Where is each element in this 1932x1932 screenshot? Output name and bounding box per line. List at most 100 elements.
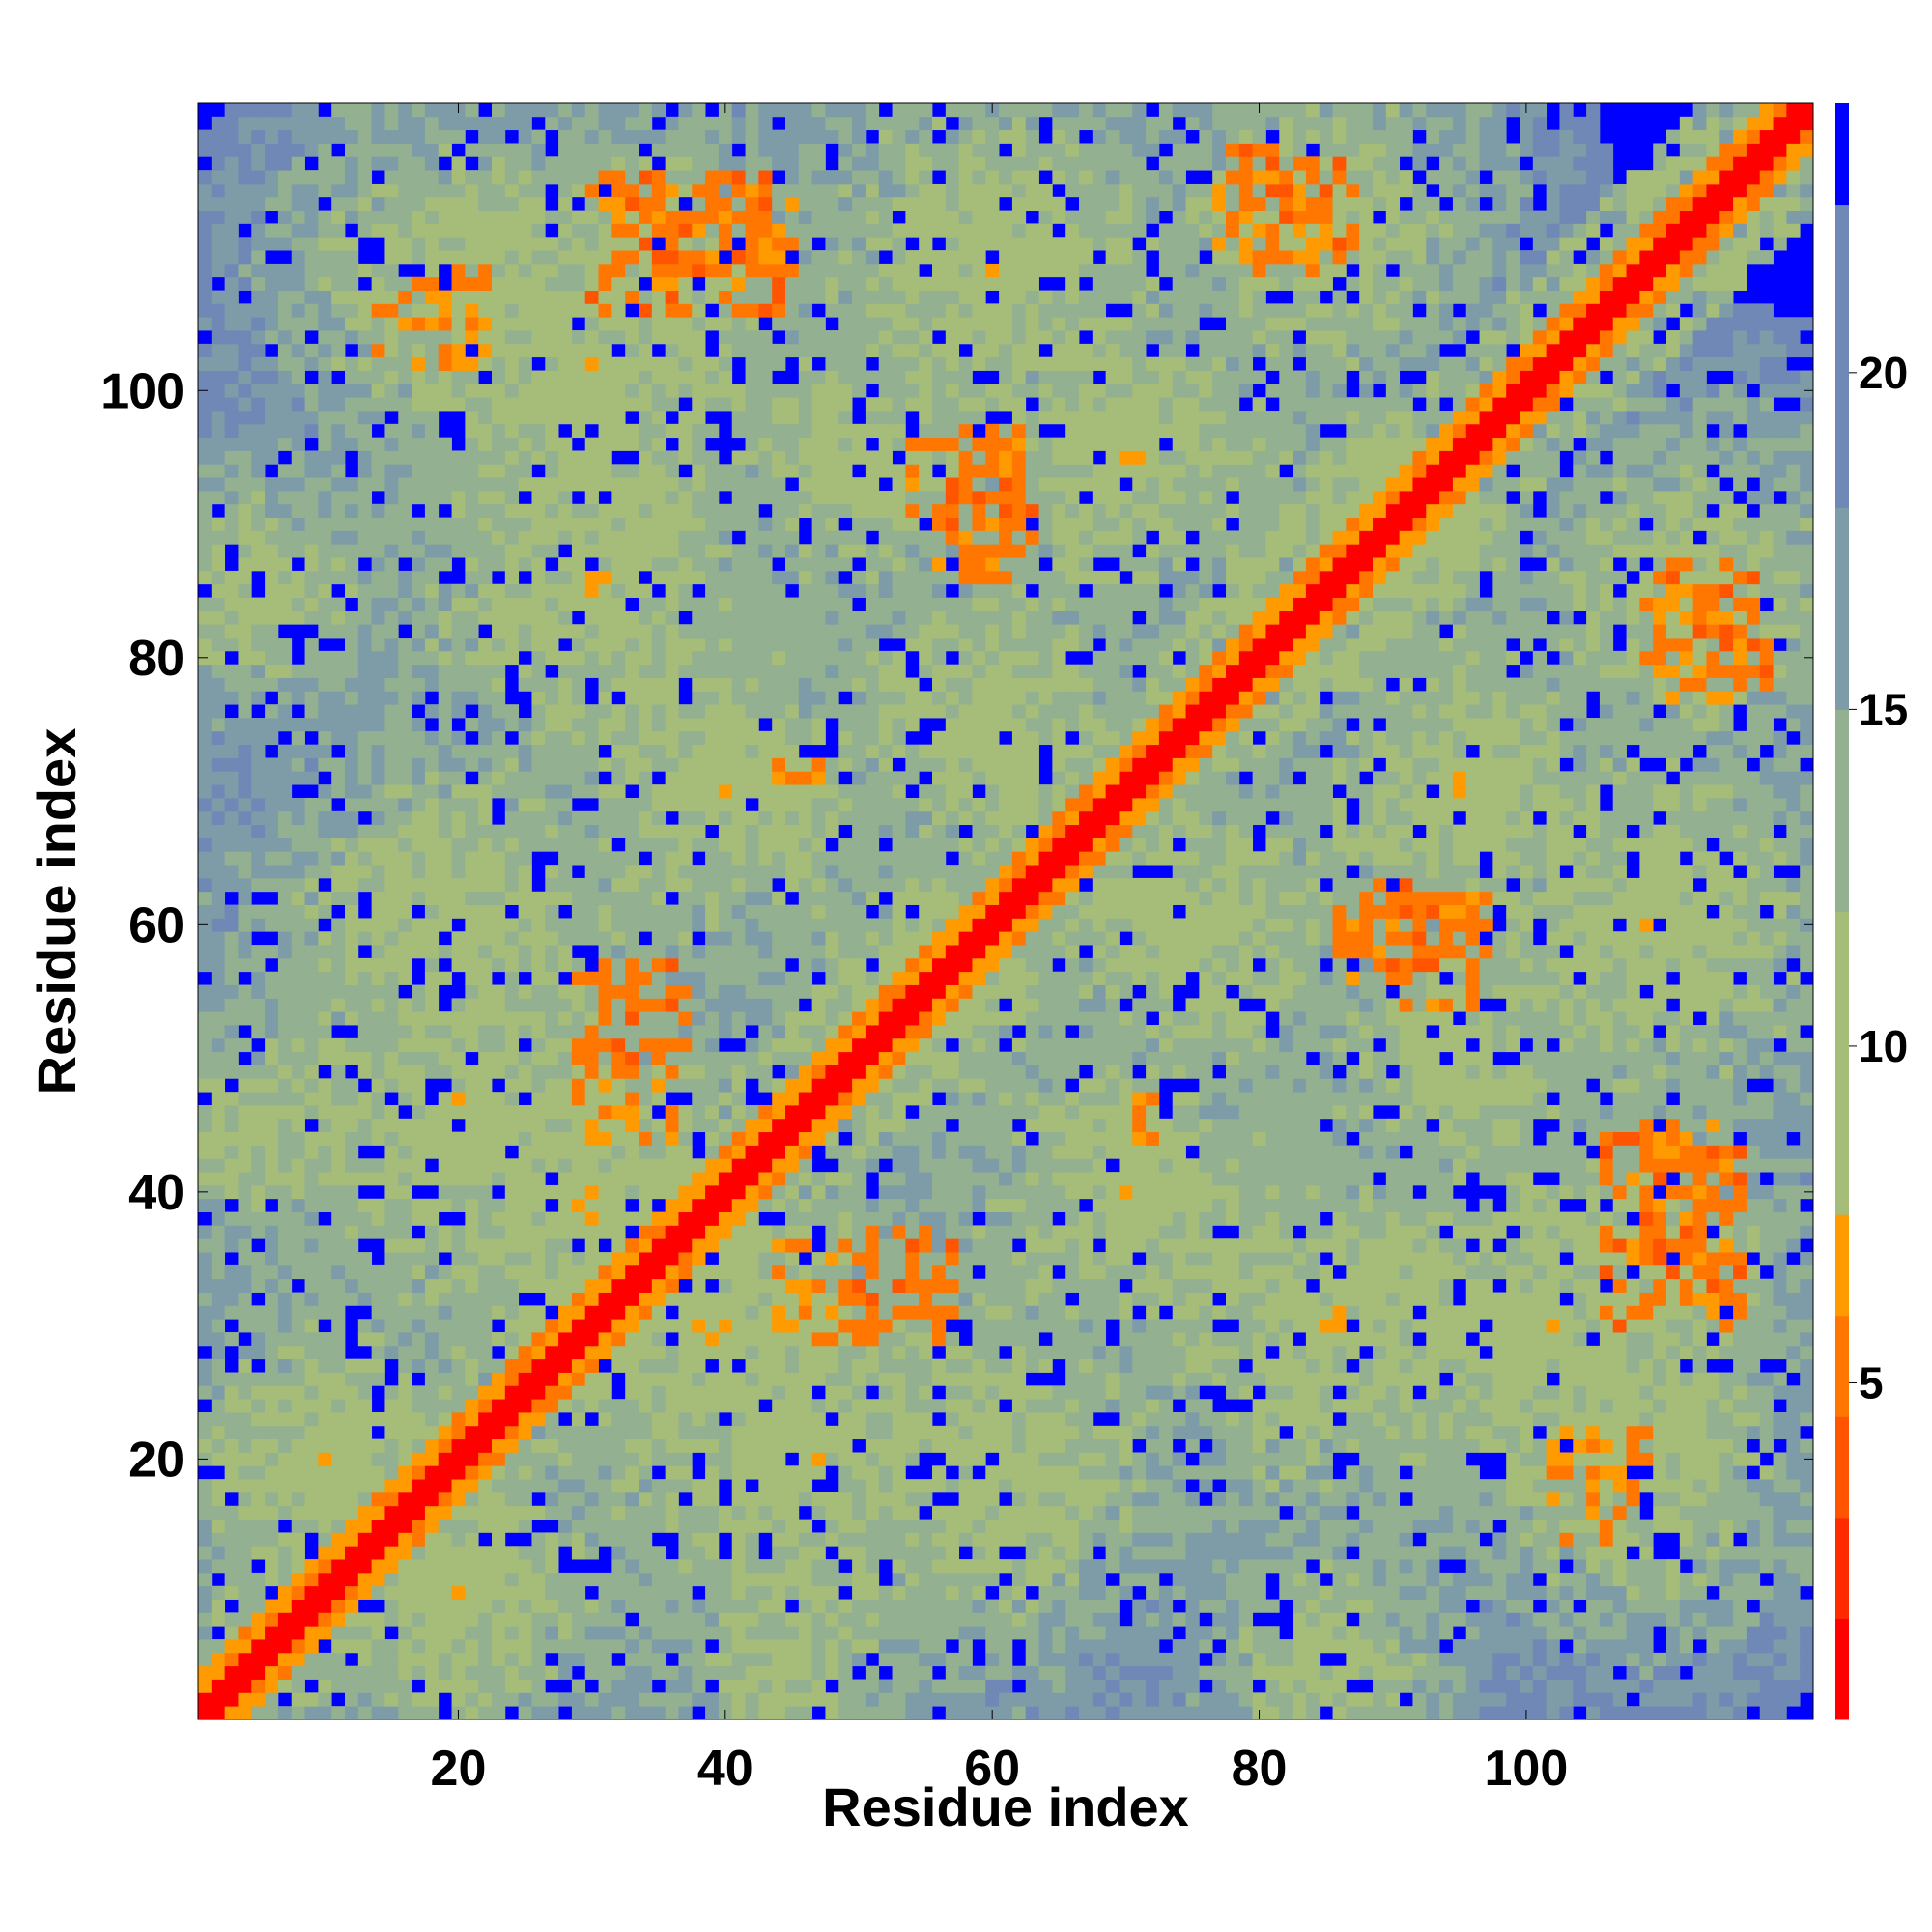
heatmap-cell <box>772 1145 786 1159</box>
heatmap-cell <box>584 638 599 652</box>
heatmap-cell <box>492 771 506 785</box>
heatmap-cell <box>625 384 639 398</box>
heatmap-cell <box>678 851 693 866</box>
heatmap-cell <box>357 1278 373 1293</box>
heatmap-cell <box>492 650 506 666</box>
heatmap-cell <box>692 838 706 852</box>
heatmap-cell <box>291 223 305 238</box>
heatmap-cell <box>304 838 319 852</box>
heatmap-cell <box>718 784 733 799</box>
heatmap-cell <box>211 784 226 799</box>
heatmap-cell <box>224 771 239 785</box>
heatmap-cell <box>318 597 332 611</box>
heatmap-cell <box>331 1505 346 1520</box>
heatmap-cell <box>357 1626 373 1640</box>
heatmap-cell <box>678 1037 693 1053</box>
heatmap-cell <box>371 1438 385 1453</box>
heatmap-cell <box>639 784 653 799</box>
heatmap-cell <box>424 223 440 238</box>
heatmap-cell <box>211 1011 226 1026</box>
heatmap-cell <box>598 437 612 451</box>
heatmap-cell <box>772 1599 786 1613</box>
heatmap-cell <box>198 1172 213 1186</box>
heatmap-cell <box>331 1372 346 1386</box>
heatmap-cell <box>558 877 573 893</box>
heatmap-cell <box>678 330 693 345</box>
heatmap-cell <box>571 1184 586 1200</box>
heatmap-cell <box>639 103 653 118</box>
heatmap-cell <box>584 1278 599 1293</box>
heatmap-cell <box>692 1639 706 1654</box>
heatmap-cell <box>571 1305 586 1320</box>
heatmap-cell <box>384 1145 399 1159</box>
heatmap-cell <box>705 744 720 758</box>
heatmap-cell <box>211 1198 226 1212</box>
heatmap-cell <box>424 704 440 719</box>
heatmap-cell <box>478 1078 493 1093</box>
heatmap-cell <box>357 624 373 639</box>
heatmap-cell <box>251 1385 266 1400</box>
heatmap-cell <box>398 664 412 678</box>
heatmap-cell <box>371 183 385 198</box>
heatmap-cell <box>731 1692 746 1707</box>
heatmap-cell <box>424 423 440 439</box>
heatmap-cell <box>438 1652 452 1667</box>
heatmap-cell <box>465 1505 479 1520</box>
heatmap-cell <box>558 1051 573 1065</box>
heatmap-cell <box>371 1158 385 1173</box>
heatmap-cell <box>465 503 479 519</box>
heatmap-cell <box>451 998 466 1012</box>
heatmap-cell <box>558 356 573 371</box>
heatmap-cell <box>291 1572 305 1587</box>
heatmap-cell <box>265 1479 279 1493</box>
heatmap-cell <box>478 570 493 585</box>
heatmap-cell <box>304 1145 319 1159</box>
heatmap-cell <box>625 1519 639 1533</box>
heatmap-cell <box>384 1184 399 1200</box>
heatmap-cell <box>318 276 332 291</box>
heatmap-cell <box>718 1065 733 1079</box>
heatmap-cell <box>504 838 520 852</box>
heatmap-cell <box>318 957 332 973</box>
heatmap-cell <box>238 570 252 585</box>
heatmap-cell <box>625 583 639 598</box>
heatmap-cell <box>504 1679 520 1693</box>
heatmap-cell <box>531 143 546 157</box>
heatmap-cell <box>584 1092 599 1106</box>
heatmap-cell <box>251 517 266 531</box>
heatmap-cell <box>357 1131 373 1146</box>
heatmap-cell <box>785 998 800 1012</box>
heatmap-cell <box>438 1131 452 1146</box>
heatmap-cell <box>424 1011 440 1026</box>
heatmap-cell <box>238 1278 252 1293</box>
heatmap-cell <box>639 1238 653 1253</box>
heatmap-cell <box>492 891 506 905</box>
heatmap-cell <box>611 397 626 412</box>
heatmap-cell <box>438 1278 452 1293</box>
heatmap-cell <box>384 957 399 973</box>
heatmap-cell <box>758 704 773 719</box>
heatmap-cell <box>424 1385 440 1400</box>
heatmap-cell <box>571 1172 586 1186</box>
heatmap-cell <box>492 1238 506 1253</box>
heatmap-cell <box>318 1399 332 1413</box>
heatmap-cell <box>198 1065 213 1079</box>
heatmap-cell <box>665 1452 679 1466</box>
heatmap-cell <box>318 704 332 719</box>
heatmap-cell <box>492 1252 506 1266</box>
heatmap-cell <box>705 503 720 519</box>
heatmap-cell <box>678 490 693 505</box>
heatmap-cell <box>518 170 532 185</box>
heatmap-cell <box>665 1572 679 1587</box>
heatmap-cell <box>345 1519 359 1533</box>
heatmap-cell <box>772 583 786 598</box>
heatmap-cell <box>639 1665 653 1680</box>
heatmap-cell <box>625 250 639 265</box>
heatmap-cell <box>705 544 720 558</box>
heatmap-cell <box>611 1172 626 1186</box>
heatmap-cell <box>318 1385 332 1400</box>
heatmap-cell <box>492 1118 506 1133</box>
heatmap-cell <box>277 1011 293 1026</box>
heatmap-cell <box>304 984 319 999</box>
heatmap-cell <box>598 477 612 492</box>
